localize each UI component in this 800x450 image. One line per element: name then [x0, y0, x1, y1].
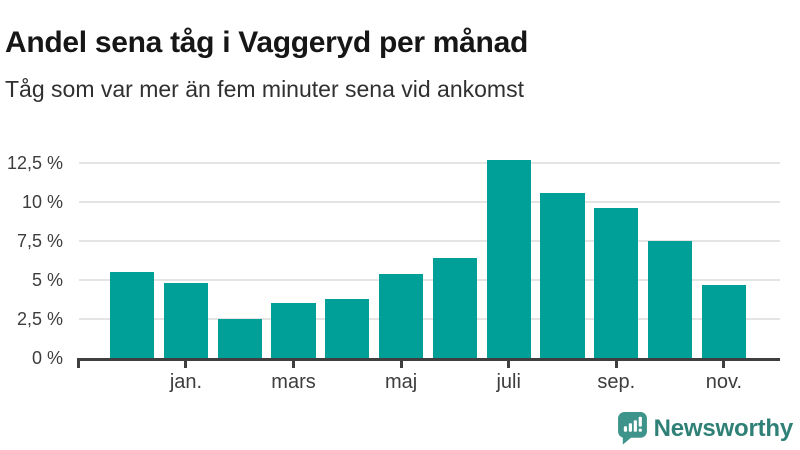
- gridline: [79, 279, 780, 281]
- bar-dec.: [110, 272, 155, 358]
- newsworthy-logo-text: Newsworthy: [653, 414, 794, 442]
- y-axis-tick-label: 5 %: [31, 270, 63, 290]
- bar-okt.: [647, 241, 693, 358]
- bar-slot-juli: juli: [486, 140, 531, 392]
- bar-juli: [486, 159, 531, 358]
- gridline: [79, 240, 780, 242]
- bar-slot-okt.: [647, 140, 693, 358]
- bar-slot-apr.: [325, 140, 370, 358]
- bar-juni: [432, 258, 478, 358]
- plot-area: jan. mars maj juli sep. nov.: [77, 140, 780, 392]
- x-axis-origin-tick: [77, 361, 80, 368]
- bar-jan.: [163, 283, 209, 358]
- x-axis-tick-label: sep.: [597, 371, 636, 393]
- x-axis-tick: [399, 361, 403, 368]
- x-axis-tick-label: maj: [385, 371, 418, 393]
- bar-sep.: [594, 208, 639, 358]
- bar-maj: [378, 273, 424, 358]
- chart-title: Andel sena tåg i Vaggeryd per månad: [5, 26, 528, 60]
- y-axis-tick-label: 10 %: [21, 192, 63, 212]
- y-axis: 0 % 2,5 % 5 % 7,5 % 10 % 12,5 %: [0, 140, 63, 367]
- bar-slot-jan.: jan.: [163, 140, 209, 392]
- x-axis-tick-label: mars: [271, 371, 316, 393]
- x-axis-tick-label: jan.: [169, 371, 203, 393]
- y-axis-tick-label: 7,5 %: [16, 231, 63, 251]
- x-axis-tick: [614, 361, 618, 368]
- y-axis-tick-label: 2,5 %: [16, 309, 63, 329]
- x-axis-tick-label: juli: [496, 371, 521, 393]
- chart-subtitle: Tåg som var mer än fem minuter sena vid …: [5, 76, 524, 102]
- bar-slot-aug.: [540, 140, 585, 358]
- bar-apr.: [325, 298, 370, 358]
- x-axis-tick-label: nov.: [705, 371, 743, 393]
- bar-feb.: [217, 319, 262, 358]
- newsworthy-chart-bubble-icon: [617, 412, 647, 445]
- gridline: [79, 201, 780, 203]
- bar-series: jan. mars maj juli sep. nov.: [110, 140, 747, 392]
- bar-slot-nov.: nov.: [701, 140, 747, 392]
- bar-nov.: [701, 284, 747, 358]
- y-axis-tick-label: 12,5 %: [6, 153, 63, 173]
- gridline: [79, 162, 780, 164]
- bar-slot-sep.: sep.: [594, 140, 639, 392]
- bar-slot-maj: maj: [378, 140, 424, 392]
- x-axis-tick: [722, 361, 726, 368]
- gridline: [79, 318, 780, 320]
- x-axis-tick: [507, 361, 511, 368]
- bar-aug.: [540, 192, 585, 358]
- bar-slot-dec.: [110, 140, 155, 358]
- bar-slot-juni: [432, 140, 478, 358]
- bar-mars: [271, 303, 316, 358]
- x-axis-tick: [184, 361, 188, 368]
- bar-slot-mars: mars: [271, 140, 316, 392]
- y-axis-tick-label: 0 %: [31, 348, 63, 368]
- x-axis-tick: [292, 361, 296, 368]
- newsworthy-logo[interactable]: Newsworthy: [617, 412, 794, 445]
- bar-slot-feb.: [217, 140, 262, 358]
